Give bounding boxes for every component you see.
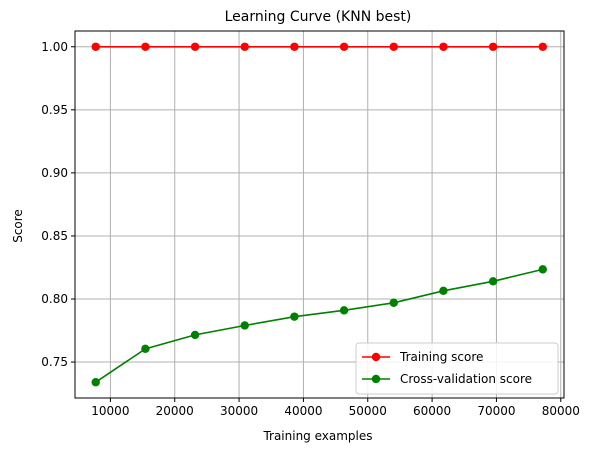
x-tick-label: 40000 — [284, 404, 322, 418]
data-point — [141, 344, 150, 354]
x-tick-label: 30000 — [220, 404, 258, 418]
y-tick-label: 1.00 — [41, 40, 68, 54]
legend-label: Training score — [399, 350, 483, 364]
plot-frame — [74, 30, 565, 399]
data-point — [240, 42, 249, 51]
data-point — [538, 265, 547, 274]
data-point — [91, 378, 100, 387]
x-axis-ticks: 10000 20000 30000 40000 50000 60000 70000 80000 — [91, 398, 580, 418]
data-point — [339, 306, 349, 315]
data-point — [339, 42, 349, 51]
data-point — [141, 42, 150, 51]
data-point — [240, 321, 249, 330]
legend-marker — [371, 374, 381, 384]
x-axis-label: Training examples — [262, 429, 372, 443]
data-point — [439, 42, 448, 51]
data-point — [488, 42, 498, 51]
data-point — [290, 42, 299, 51]
series-line-1 — [95, 268, 543, 383]
data-point — [389, 42, 398, 51]
data-point — [190, 42, 200, 51]
data-point — [538, 42, 547, 51]
y-tick-label: 0.90 — [41, 166, 68, 180]
series-group — [91, 42, 547, 387]
x-tick-label: 50000 — [349, 404, 387, 418]
legend-marker — [371, 352, 381, 362]
legend-box — [355, 342, 559, 395]
y-axis-ticks: 0.75 0.80 0.85 0.90 0.95 1.00 — [41, 40, 75, 369]
y-tick-label: 0.75 — [41, 355, 68, 369]
y-tick-label: 0.95 — [41, 103, 68, 117]
data-point — [488, 277, 498, 286]
y-axis-label: Score — [11, 209, 25, 243]
data-point — [91, 42, 100, 51]
legend-label: Cross-validation score — [400, 372, 532, 386]
chart-title: Learning Curve (KNN best) — [225, 9, 412, 25]
x-tick-label: 70000 — [477, 404, 515, 418]
x-tick-label: 60000 — [413, 404, 451, 418]
data-point — [190, 330, 200, 340]
y-tick-label: 0.80 — [41, 292, 68, 306]
data-point — [389, 298, 398, 307]
x-tick-label: 80000 — [542, 404, 580, 418]
data-point — [439, 286, 448, 296]
x-tick-label: 20000 — [156, 404, 194, 418]
y-tick-label: 0.85 — [41, 229, 68, 243]
data-point — [290, 312, 299, 321]
x-tick-label: 10000 — [91, 404, 129, 418]
legend: Training score Cross-validation score — [355, 342, 559, 395]
